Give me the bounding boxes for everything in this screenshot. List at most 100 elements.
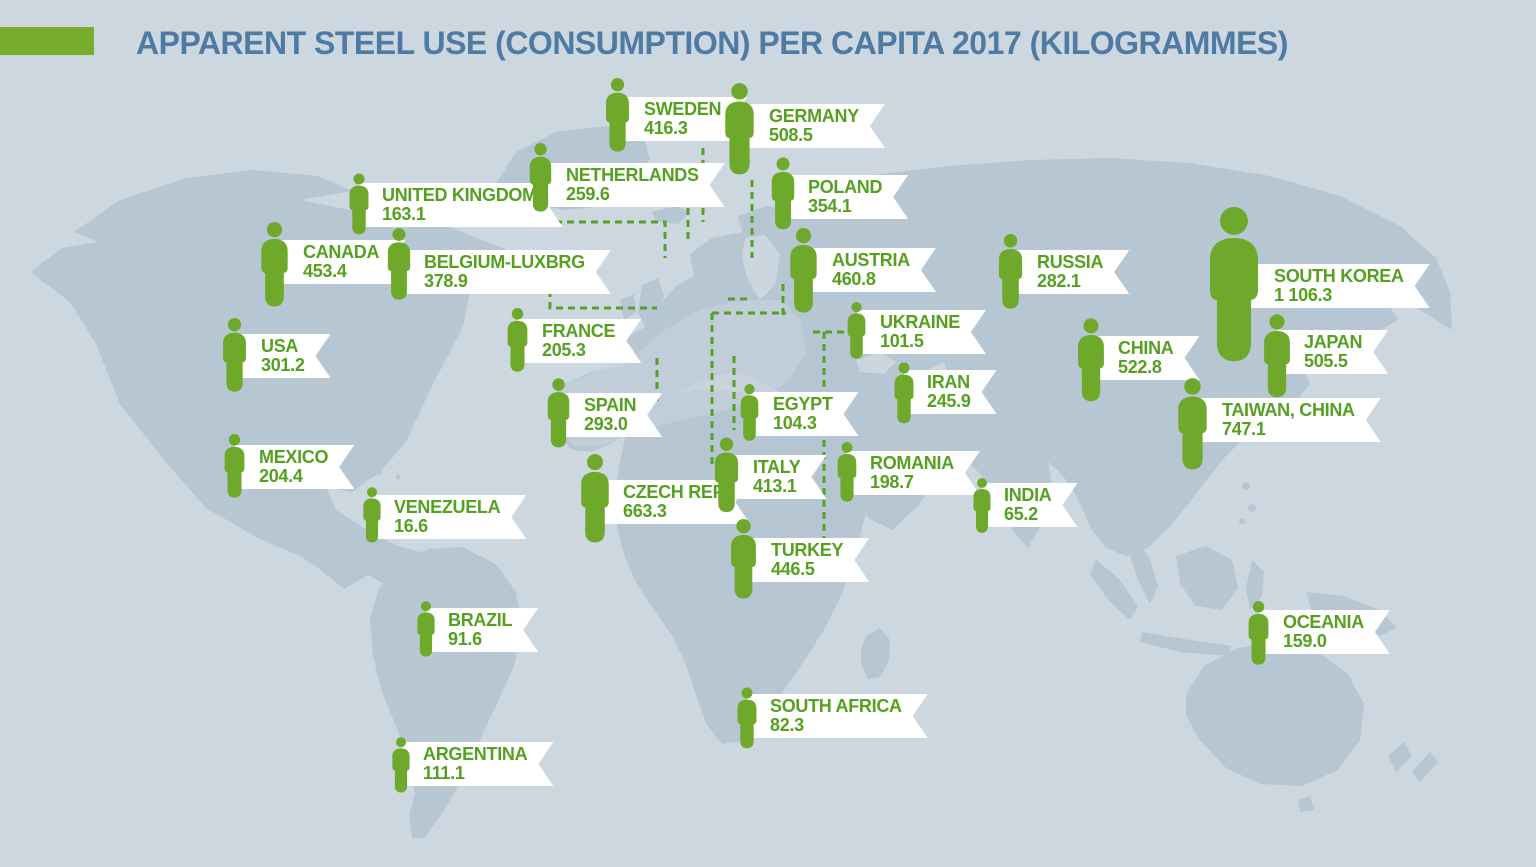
person-body: [894, 374, 914, 424]
country-label-brazil: BRAZIL 91.6: [426, 608, 538, 652]
person-head: [552, 378, 565, 391]
country-value: 293.0: [584, 414, 628, 434]
person-head: [977, 478, 987, 488]
country-value: 413.1: [753, 476, 797, 496]
person-body: [1248, 613, 1269, 665]
country-value: 505.5: [1304, 351, 1348, 371]
person-pictogram-venezuela: [363, 487, 381, 543]
country-value: 198.7: [870, 472, 914, 492]
connector-line: [543, 220, 667, 258]
country-label-france: FRANCE 205.3: [518, 319, 641, 363]
new-zealand-south-island: [1412, 752, 1438, 782]
country-label-russia: RUSSIA 282.1: [1011, 250, 1129, 294]
person-body: [547, 392, 570, 448]
page-title: APPARENT STEEL USE (CONSUMPTION) PER CAP…: [136, 25, 1288, 61]
country-label-south-korea: SOUTH KOREA 1 106.3: [1234, 264, 1430, 308]
person-pictogram-austria: [790, 228, 817, 313]
country-label-belgium-luxbrg: BELGIUM-LUXBRG 378.9: [399, 250, 611, 294]
country-name: UNITED KINGDOM: [382, 185, 537, 205]
country-name: AUSTRIA: [832, 250, 910, 270]
person-head: [228, 434, 241, 446]
australia-landmass: [1186, 642, 1364, 786]
country-value: 453.4: [303, 261, 347, 281]
person-pictogram-netherlands: [529, 143, 552, 212]
country-name: MEXICO: [259, 447, 329, 467]
country-value: 508.5: [769, 125, 813, 145]
dashed-connector-lines: [543, 148, 850, 540]
person-pictogram-belgium-luxbrg: [387, 228, 411, 300]
country-name: USA: [261, 336, 299, 356]
person-head: [795, 228, 812, 244]
country-value: 91.6: [448, 629, 482, 649]
country-value: 301.2: [261, 355, 305, 375]
header: APPARENT STEEL USE (CONSUMPTION) PER CAP…: [0, 0, 1536, 70]
baltic-sea: [742, 235, 780, 300]
malay-peninsula: [1130, 540, 1158, 604]
person-body: [223, 332, 246, 392]
country-value: 205.3: [542, 340, 586, 360]
person-pictogram-france: [507, 308, 528, 372]
person-head: [396, 737, 406, 748]
country-value: 82.3: [770, 715, 804, 735]
country-label-taiwan-china: TAIWAN, CHINA 747.1: [1193, 398, 1381, 442]
country-label-usa: USA 301.2: [235, 334, 331, 378]
person-head: [266, 222, 283, 238]
person-body: [349, 185, 369, 235]
person-head: [511, 308, 524, 320]
person-head: [1269, 314, 1285, 330]
country-value: 159.0: [1283, 631, 1327, 651]
person-head: [841, 442, 853, 453]
person-pictogram-south-korea: [1209, 207, 1259, 362]
country-name: BRAZIL: [448, 610, 513, 630]
country-label-south-africa: SOUTH AFRICA 82.3: [747, 694, 928, 738]
person-pictogram-italy: [714, 437, 739, 513]
person-body: [973, 489, 991, 533]
person-head: [851, 302, 862, 313]
country-value: 104.3: [773, 413, 817, 433]
tasmania-island: [1298, 796, 1314, 812]
person-pictogram-oceania: [1248, 601, 1269, 665]
person-head: [731, 83, 748, 100]
country-value: 111.1: [423, 763, 465, 783]
country-name: CZECH REP: [623, 482, 725, 502]
person-body: [771, 171, 795, 230]
country-name: ITALY: [753, 457, 801, 477]
person-body: [363, 498, 381, 543]
country-name: NETHERLANDS: [566, 165, 699, 185]
person-body: [387, 242, 411, 300]
person-body: [847, 313, 866, 359]
country-name: SOUTH AFRICA: [770, 696, 902, 716]
person-body: [837, 454, 857, 502]
person-body: [998, 249, 1023, 309]
country-label-china: CHINA 522.8: [1091, 336, 1200, 380]
country-value: 354.1: [808, 196, 852, 216]
person-head: [1220, 207, 1248, 235]
person-head: [744, 384, 755, 395]
country-name: UKRAINE: [880, 312, 960, 332]
country-label-netherlands: NETHERLANDS 259.6: [541, 163, 725, 207]
person-head: [776, 157, 790, 171]
person-body: [581, 471, 609, 543]
country-name: FRANCE: [542, 321, 616, 341]
country-name: TURKEY: [771, 540, 844, 560]
country-label-romania: ROMANIA 198.7: [847, 451, 980, 495]
country-label-italy: ITALY 413.1: [727, 455, 827, 499]
iceland-landmass: [652, 206, 690, 224]
person-pictogram-ukraine: [847, 302, 866, 359]
person-head: [421, 601, 431, 612]
country-value: 65.2: [1004, 504, 1038, 524]
person-body: [740, 395, 759, 441]
person-pictogram-spain: [547, 378, 570, 448]
sulawesi-island: [1246, 560, 1264, 610]
country-label-mexico: MEXICO 204.4: [235, 445, 354, 489]
country-value: 378.9: [424, 271, 468, 291]
country-name: TAIWAN, CHINA: [1222, 400, 1355, 420]
person-body: [1078, 335, 1104, 402]
country-label-venezuela: VENEZUELA 16.6: [372, 495, 526, 539]
sumatra-island: [1090, 560, 1138, 620]
country-name: ROMANIA: [870, 453, 954, 473]
country-name: CANADA: [303, 242, 380, 262]
country-label-turkey: TURKEY 446.5: [744, 538, 869, 582]
